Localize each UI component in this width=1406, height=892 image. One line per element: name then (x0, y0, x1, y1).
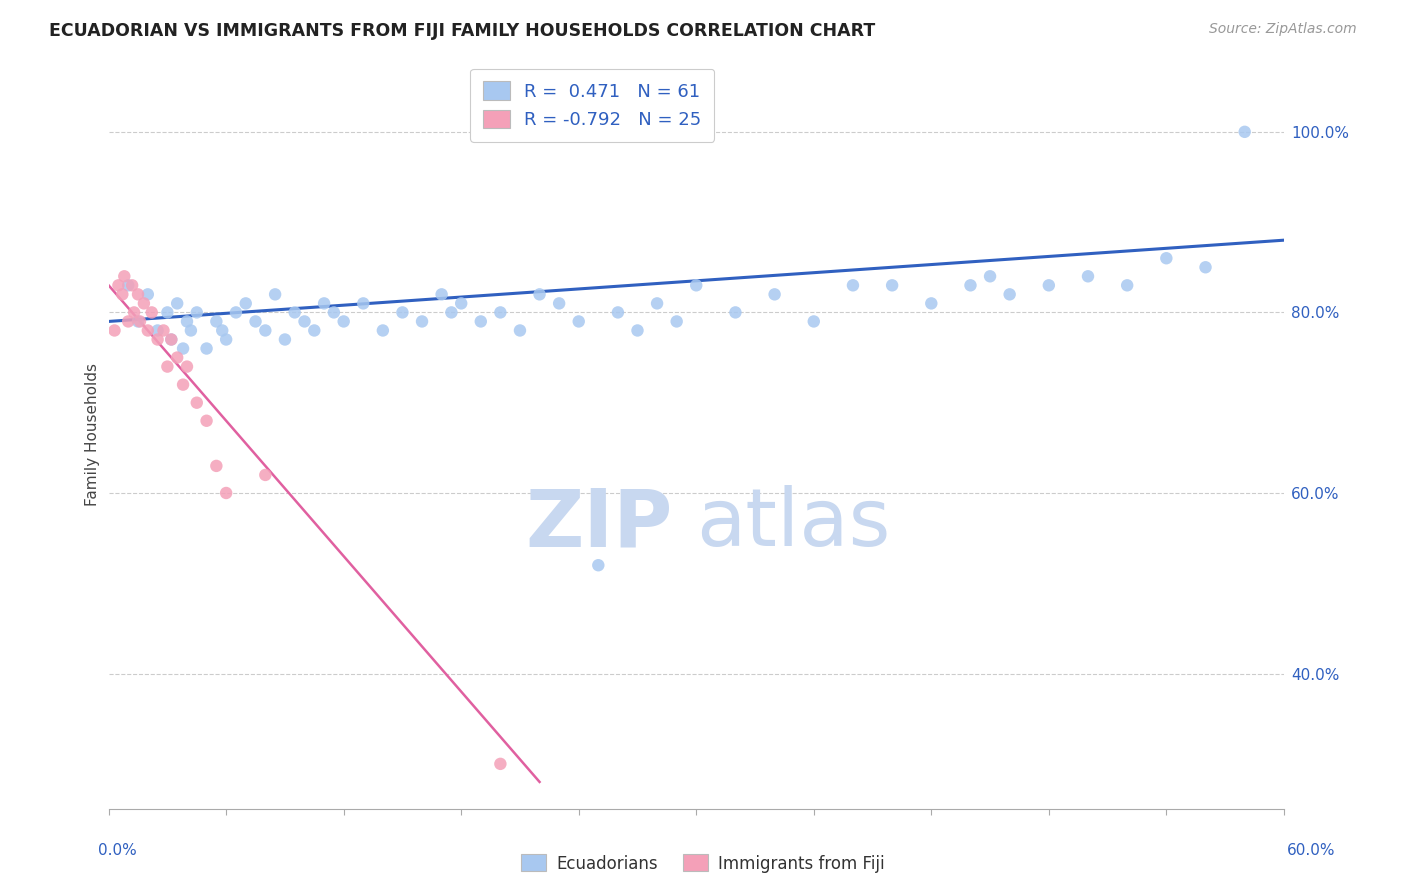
Point (195, 342, 218, 356)
Point (254, 323, 277, 337)
Point (568, 314, 591, 328)
Point (112, 269, 135, 284)
Point (332, 314, 354, 328)
Point (129, 314, 152, 328)
Point (314, 296, 336, 310)
Point (763, 287, 786, 301)
Point (411, 314, 433, 328)
Point (141, 305, 163, 319)
Point (529, 287, 551, 301)
Text: 60.0%: 60.0% (1288, 843, 1336, 858)
Point (1077, 269, 1099, 284)
Point (186, 305, 208, 319)
Point (146, 333, 169, 347)
Point (724, 305, 747, 319)
Point (127, 314, 149, 328)
Point (186, 395, 208, 409)
Point (176, 314, 198, 328)
Point (1233, 125, 1256, 139)
Point (152, 323, 174, 337)
Point (489, 305, 512, 319)
Point (548, 296, 571, 310)
Point (160, 333, 183, 347)
Point (264, 287, 287, 301)
Point (440, 305, 463, 319)
Point (172, 377, 194, 392)
Point (450, 296, 472, 310)
Point (979, 269, 1001, 284)
Point (136, 287, 159, 301)
Point (127, 287, 149, 301)
Point (103, 323, 125, 337)
Point (121, 278, 143, 293)
Point (180, 323, 202, 337)
Point (117, 314, 139, 328)
Point (588, 558, 610, 573)
Point (1194, 260, 1216, 275)
Point (235, 296, 257, 310)
Point (166, 296, 188, 310)
Point (391, 305, 413, 319)
Point (111, 287, 134, 301)
Point (156, 305, 179, 319)
Point (274, 333, 297, 347)
Y-axis label: Family Households: Family Households (86, 363, 100, 506)
Point (352, 296, 374, 310)
Text: atlas: atlas (696, 485, 890, 563)
Point (882, 278, 904, 293)
Point (160, 333, 183, 347)
Point (176, 359, 198, 374)
Point (117, 278, 139, 293)
Point (254, 467, 277, 482)
Point (489, 756, 512, 771)
Point (685, 278, 707, 293)
Point (842, 278, 865, 293)
Point (211, 323, 233, 337)
Point (205, 314, 228, 328)
Point (626, 323, 648, 337)
Point (1038, 278, 1060, 293)
Point (166, 351, 188, 365)
Point (132, 296, 155, 310)
Point (998, 287, 1021, 301)
Point (371, 323, 394, 337)
Point (430, 287, 453, 301)
Point (803, 314, 825, 328)
Point (205, 458, 228, 473)
Point (470, 314, 492, 328)
Point (245, 314, 267, 328)
Point (195, 414, 218, 428)
Point (136, 323, 159, 337)
Legend: R =  0.471   N = 61, R = -0.792   N = 25: R = 0.471 N = 61, R = -0.792 N = 25 (470, 69, 714, 142)
Text: ECUADORIAN VS IMMIGRANTS FROM FIJI FAMILY HOUSEHOLDS CORRELATION CHART: ECUADORIAN VS IMMIGRANTS FROM FIJI FAMIL… (49, 22, 876, 40)
Point (509, 323, 531, 337)
Point (1116, 278, 1139, 293)
Text: ZIP: ZIP (526, 485, 672, 563)
Point (146, 323, 169, 337)
Point (284, 305, 307, 319)
Text: Source: ZipAtlas.com: Source: ZipAtlas.com (1209, 22, 1357, 37)
Point (920, 296, 942, 310)
Point (1156, 252, 1178, 266)
Point (645, 296, 668, 310)
Point (606, 305, 628, 319)
Text: 0.0%: 0.0% (98, 843, 138, 858)
Point (665, 314, 688, 328)
Point (215, 333, 238, 347)
Point (215, 486, 238, 500)
Point (156, 359, 179, 374)
Point (225, 305, 247, 319)
Point (122, 305, 145, 319)
Point (322, 305, 344, 319)
Point (107, 278, 129, 293)
Point (959, 278, 981, 293)
Legend: Ecuadorians, Immigrants from Fiji: Ecuadorians, Immigrants from Fiji (515, 847, 891, 880)
Point (304, 323, 326, 337)
Point (172, 342, 194, 356)
Point (294, 314, 316, 328)
